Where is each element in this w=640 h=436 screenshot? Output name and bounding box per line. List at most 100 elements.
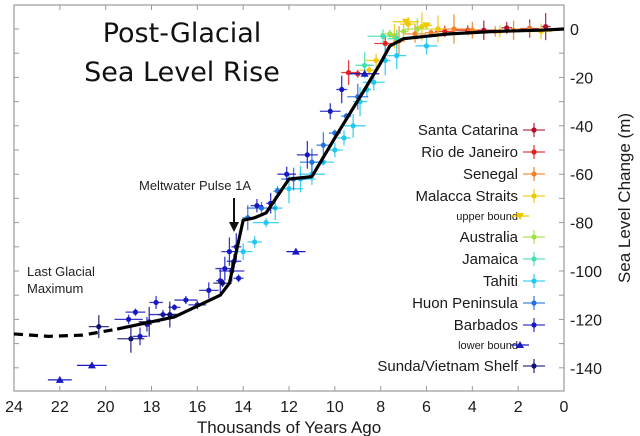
data-point — [326, 142, 343, 158]
data-point — [233, 274, 244, 283]
y-axis-title: Sea Level Change (m) — [615, 113, 634, 283]
x-tick-label: 14 — [234, 399, 252, 416]
trend-line-solid — [116, 27, 565, 331]
legend-item: Santa Catarina — [418, 122, 545, 139]
data-point — [125, 308, 146, 316]
data-point — [296, 140, 318, 169]
legend-marker — [523, 274, 545, 288]
data-point — [420, 22, 433, 30]
data-point — [47, 375, 72, 383]
data-point — [199, 282, 219, 299]
legend-marker — [523, 252, 545, 266]
data-point — [466, 21, 478, 39]
y-tick-label: -140 — [570, 361, 602, 378]
x-tick-label: 8 — [376, 399, 385, 416]
data-point — [337, 130, 351, 146]
annotation-meltwater-pulse: Meltwater Pulse 1A — [139, 178, 251, 193]
legend-item: Tahiti — [483, 273, 545, 290]
legend-label: Senegal — [463, 166, 518, 183]
legend-marker — [523, 167, 545, 181]
x-tick-label: 6 — [422, 399, 431, 416]
data-point — [399, 23, 409, 40]
chart-title-line-2: Sea Level Rise — [84, 57, 280, 88]
meltwater-arrow — [229, 198, 239, 232]
x-tick-label: 16 — [188, 399, 206, 416]
data-point — [149, 295, 163, 310]
data-point — [424, 29, 438, 37]
chart-title-line-1: Post-Glacial — [103, 18, 262, 49]
data-point — [336, 75, 348, 104]
y-tick-label: -100 — [570, 264, 602, 281]
legend-marker — [523, 359, 545, 373]
y-tick-label: -40 — [570, 119, 593, 136]
data-point — [117, 324, 145, 353]
legend-label: Sunda/Vietnam Shelf — [377, 358, 518, 375]
data-point — [77, 361, 107, 369]
legend-label: upper bound — [456, 211, 518, 223]
trend-line-group — [13, 27, 565, 338]
y-tick-label: -80 — [570, 216, 593, 233]
legend-marker — [523, 318, 545, 332]
x-tick-label: 20 — [97, 399, 115, 416]
legend-item: Senegal — [463, 166, 545, 183]
legend-label: Tahiti — [483, 273, 518, 290]
legend-label: Barbados — [454, 317, 518, 334]
data-point — [277, 166, 296, 182]
legend-label: Jamaica — [462, 251, 519, 268]
data-point — [367, 29, 399, 44]
x-tick-label: 12 — [280, 399, 298, 416]
legend-marker — [523, 189, 545, 203]
legend-item: Sunda/Vietnam Shelf — [377, 358, 545, 375]
legend-marker — [523, 230, 545, 244]
legend-marker — [523, 145, 545, 159]
legend-item: upper bound — [456, 211, 529, 223]
x-tick-label: 24 — [5, 399, 23, 416]
data-point — [250, 199, 264, 213]
legend-item: lower bound — [458, 340, 529, 352]
data-point — [174, 296, 198, 305]
data-point — [340, 113, 366, 138]
data-point — [253, 218, 279, 228]
data-point — [392, 18, 419, 26]
data-point — [114, 314, 143, 325]
data-point — [316, 132, 331, 159]
legend-marker — [523, 296, 545, 310]
data-point — [319, 103, 341, 120]
legend-label: lower bound — [458, 340, 518, 352]
data-point — [540, 13, 551, 41]
x-tick-label: 18 — [143, 399, 161, 416]
legend-item: Barbados — [454, 317, 545, 334]
legend-marker — [511, 213, 529, 220]
x-tick-label: 22 — [51, 399, 69, 416]
legend-label: Australia — [460, 229, 519, 246]
data-point — [431, 15, 445, 43]
y-axis: 0 -20 -40 -60 -80 -100 -120 -140 — [14, 22, 602, 378]
data-point — [341, 60, 356, 85]
x-tick-label: 4 — [468, 399, 477, 416]
data-point — [387, 42, 407, 70]
legend-marker — [511, 341, 529, 348]
legend-item: Jamaica — [462, 251, 545, 268]
data-point — [246, 201, 277, 215]
x-axis-title: Thousands of Years Ago — [197, 418, 381, 436]
legend-label: Huon Peninsula — [412, 295, 519, 312]
legend-label: Rio de Janeiro — [421, 144, 518, 161]
annotation-lgm-line-1: Last Glacial — [27, 264, 95, 279]
data-point — [415, 37, 438, 55]
annotation-lgm-line-2: Maximum — [27, 281, 83, 296]
y-tick-label: 0 — [570, 22, 579, 39]
y-tick-label: -120 — [570, 312, 602, 329]
data-point — [88, 315, 109, 339]
y-tick-label: -60 — [570, 167, 593, 184]
legend-item: Australia — [460, 229, 545, 246]
x-tick-label: 0 — [560, 399, 569, 416]
data-point — [286, 247, 306, 255]
x-axis: 24 22 20 18 16 14 12 10 8 6 4 2 0 — [5, 5, 569, 416]
legend-item: Huon Peninsula — [412, 295, 545, 312]
x-tick-label: 2 — [514, 399, 523, 416]
trend-line-dashed — [13, 327, 118, 338]
legend-marker — [523, 123, 545, 137]
y-tick-label: -20 — [570, 70, 593, 87]
legend: Santa Catarina Rio de Janeiro Senegal Malac… — [377, 122, 545, 375]
